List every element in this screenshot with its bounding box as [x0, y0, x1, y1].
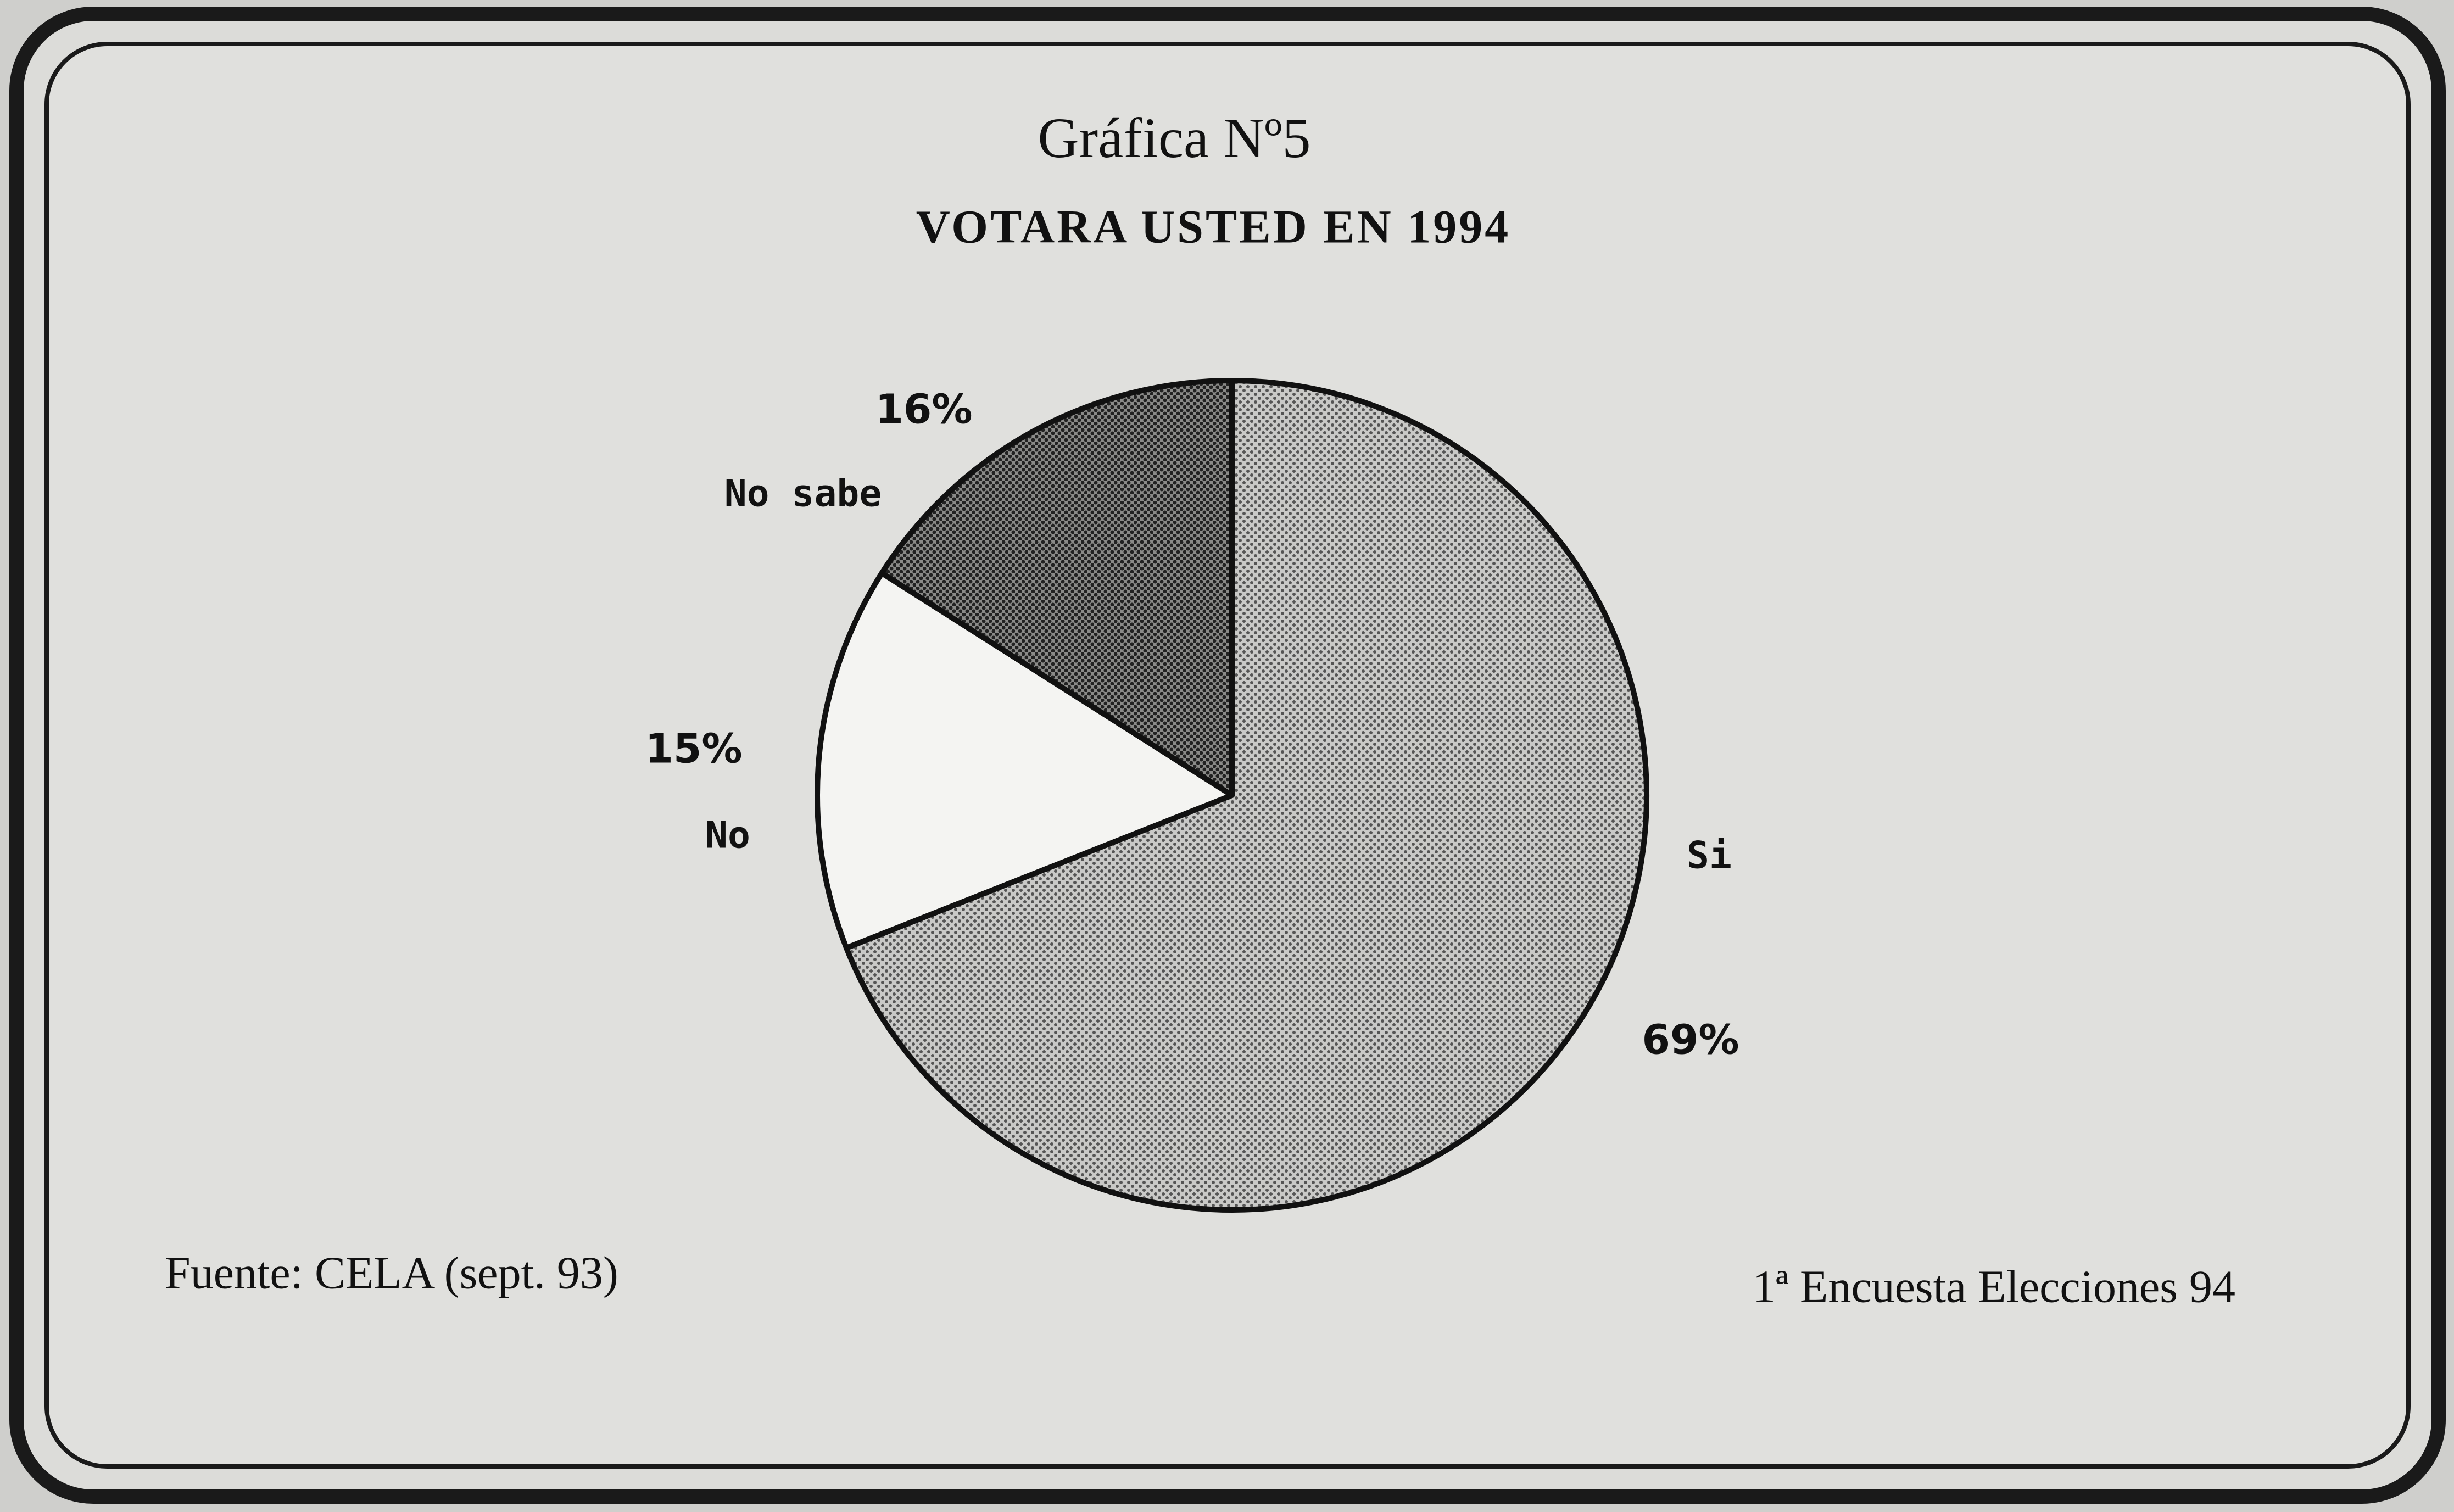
slice-edge [879, 378, 1235, 798]
slice-fill [817, 573, 1232, 948]
category-label: No [705, 814, 750, 857]
note: 1ª Encuesta Elecciones 94 [1753, 1261, 2235, 1312]
slice [815, 570, 1235, 951]
slice-texture [846, 381, 1647, 1210]
chart-title: Gráfica Nº5 [1038, 107, 1310, 170]
slice-texture [882, 381, 1232, 795]
category-label: No sabe [724, 472, 882, 516]
pie [815, 378, 1649, 1213]
slice [844, 378, 1649, 1213]
category-label: Si [1687, 834, 1732, 878]
value-label: 15% [645, 726, 742, 773]
slice-edge [815, 570, 1235, 951]
value-label: 16% [875, 386, 972, 433]
slice [879, 378, 1235, 798]
slice-edge [844, 378, 1649, 1213]
value-label: 69% [1642, 1017, 1739, 1064]
chart-subtitle: VOTARA USTED EN 1994 [916, 200, 1511, 253]
source: Fuente: CELA (sept. 93) [165, 1247, 618, 1298]
